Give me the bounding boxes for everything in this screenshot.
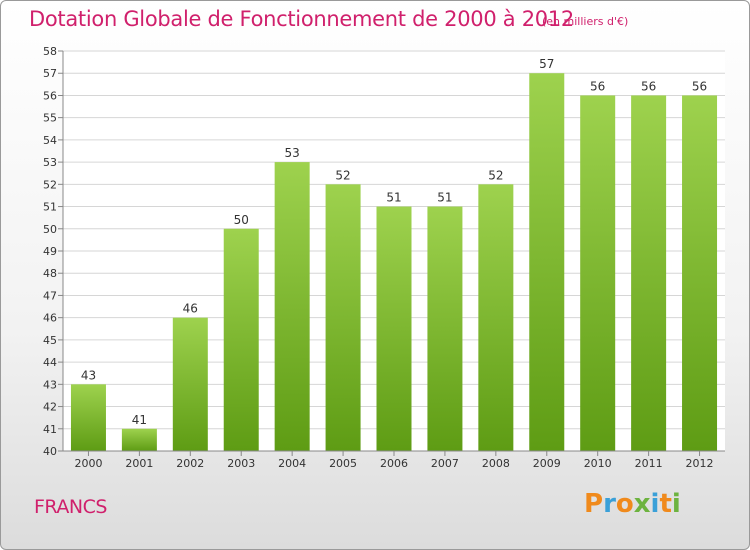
bar-value-label: 41 <box>132 413 147 427</box>
x-tick-label: 2005 <box>329 457 357 470</box>
bar <box>376 206 412 451</box>
bar-value-label: 51 <box>437 191 452 205</box>
commune-name: FRANCS <box>34 496 107 518</box>
bar <box>427 206 463 451</box>
x-tick-label: 2002 <box>176 457 204 470</box>
logo-letter: P <box>584 489 604 519</box>
y-tick-label: 52 <box>43 178 57 191</box>
y-tick-label: 54 <box>43 134 57 147</box>
bar-value-label: 46 <box>183 302 198 316</box>
logo-letter: i <box>671 489 681 519</box>
logo-letter: x <box>633 489 651 519</box>
y-tick-label: 45 <box>43 334 57 347</box>
y-tick-label: 48 <box>43 267 57 280</box>
y-tick-label: 43 <box>43 378 57 391</box>
bar <box>580 95 616 451</box>
y-tick-label: 56 <box>43 89 57 102</box>
y-tick-label: 50 <box>43 223 57 236</box>
bar <box>172 317 208 451</box>
x-tick-label: 2006 <box>380 457 408 470</box>
x-tick-label: 2003 <box>227 457 255 470</box>
bar-value-label: 51 <box>386 191 401 205</box>
bar-value-label: 53 <box>285 146 300 160</box>
y-tick-label: 44 <box>43 356 57 369</box>
x-tick-label: 2007 <box>431 457 459 470</box>
logo-letter: i <box>650 489 660 519</box>
bar-value-label: 56 <box>692 79 707 93</box>
x-tick-label: 2009 <box>533 457 561 470</box>
y-tick-label: 47 <box>43 289 57 302</box>
bar <box>631 95 667 451</box>
x-axis: 2000 2001 2002 2003 2004 2005 2006 2007 2008 2009… <box>63 450 725 470</box>
x-tick-label: 2011 <box>635 457 663 470</box>
bar-value-label: 57 <box>539 57 554 71</box>
logo-letter: r <box>603 489 616 519</box>
bar <box>274 162 310 451</box>
bar <box>121 428 157 451</box>
bar-value-label: 52 <box>335 168 350 182</box>
y-tick-label: 53 <box>43 156 57 169</box>
bar-value-label: 43 <box>81 368 96 382</box>
bar-value-label: 56 <box>590 79 605 93</box>
bar <box>478 184 514 452</box>
y-tick-label: 46 <box>43 312 57 325</box>
y-axis: 40 41 42 43 44 45 46 47 48 49 50 51 52 53 54 55 56 57 58 <box>43 45 64 458</box>
y-tick-label: 40 <box>43 445 57 458</box>
y-tick-label: 49 <box>43 245 57 258</box>
y-tick-label: 55 <box>43 112 57 125</box>
logo-letter: o <box>615 489 634 519</box>
y-tick-label: 51 <box>43 201 57 214</box>
x-tick-label: 2000 <box>74 457 102 470</box>
y-tick-label: 41 <box>43 423 57 436</box>
chart-title: Dotation Globale de Fonctionnement de 20… <box>29 7 574 31</box>
bar-value-label: 52 <box>488 168 503 182</box>
y-tick-label: 57 <box>43 67 57 80</box>
x-tick-label: 2004 <box>278 457 306 470</box>
bar-value-label: 56 <box>641 79 656 93</box>
bars: 43 41 46 50 53 52 51 51 52 57 56 56 56 <box>70 57 718 452</box>
bar <box>223 228 259 451</box>
x-tick-label: 2010 <box>584 457 612 470</box>
logo-letter: t <box>659 489 672 519</box>
x-tick-label: 2012 <box>686 457 714 470</box>
y-tick-label: 42 <box>43 401 57 414</box>
bar <box>325 184 361 452</box>
x-tick-label: 2008 <box>482 457 510 470</box>
y-tick-label: 58 <box>43 45 57 58</box>
bar <box>529 73 565 451</box>
chart-unit: (en milliers d'€) <box>542 15 629 28</box>
bar-value-label: 50 <box>234 213 249 227</box>
proxiti-logo: Proxiti <box>584 489 681 519</box>
x-tick-label: 2001 <box>125 457 153 470</box>
bar <box>70 384 106 451</box>
bar <box>682 95 718 451</box>
